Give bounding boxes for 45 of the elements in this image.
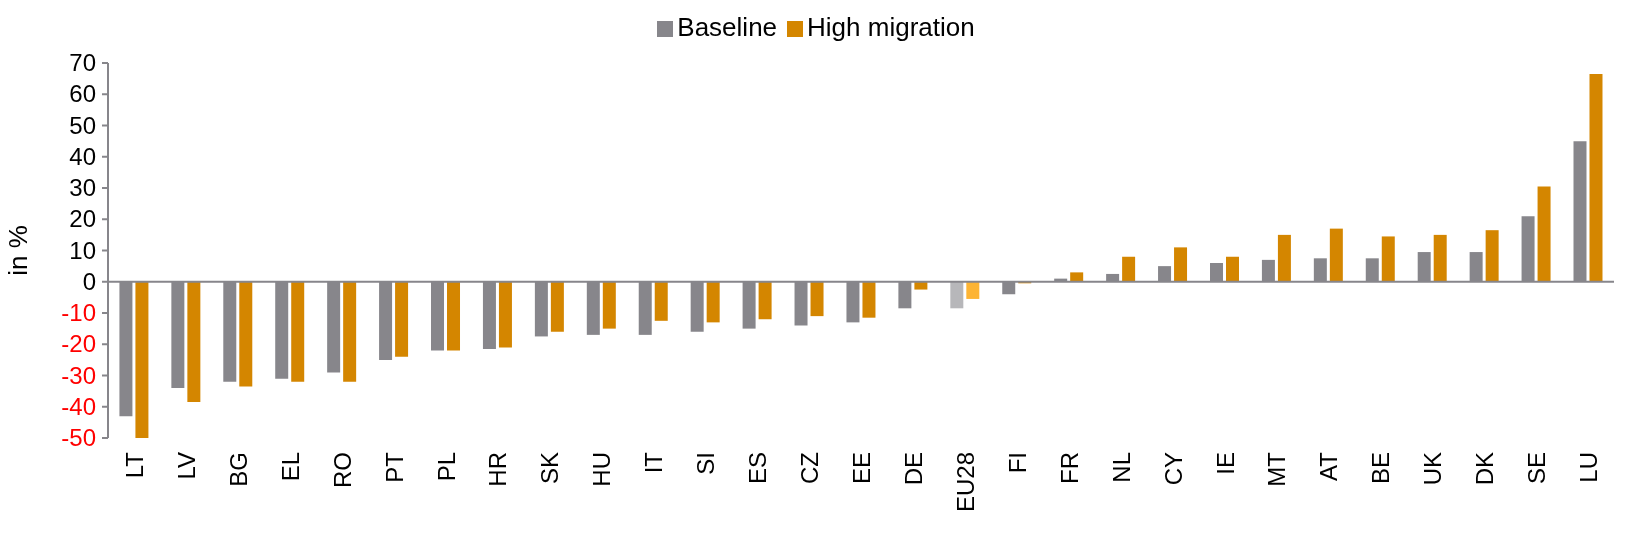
x-tick-label: FI: [1003, 452, 1031, 474]
x-tick-label: IE: [1211, 452, 1239, 475]
x-tick-label: PT: [380, 451, 408, 483]
x-tick-label: SI: [692, 452, 720, 475]
x-tick-label: HR: [484, 452, 512, 487]
x-tick-label: IT: [640, 451, 668, 474]
x-tick-label: PL: [432, 452, 460, 482]
x-tick-label: SK: [536, 452, 564, 485]
x-tick-label: BG: [224, 452, 252, 487]
x-tick-label: EE: [848, 452, 875, 485]
y-tick-label: 70: [69, 49, 96, 76]
x-tick-label: LT: [120, 451, 148, 479]
x-tick-label: DK: [1471, 452, 1499, 486]
x-tick-label: LV: [172, 452, 200, 480]
x-tick-label: ES: [744, 452, 772, 485]
x-tick-label: RO: [328, 452, 356, 488]
y-tick-label: -50: [61, 424, 96, 451]
x-tick-label: LU: [1575, 452, 1603, 483]
y-tick-label: -10: [61, 299, 96, 326]
y-tick-label: 10: [69, 236, 96, 264]
x-tick-label: CZ: [796, 452, 824, 484]
x-tick-label: HU: [588, 452, 616, 487]
y-tick-label: -20: [61, 330, 96, 358]
x-tick-label: AT: [1315, 451, 1343, 481]
x-tick-label: CY: [1159, 452, 1187, 486]
y-tick-label: 50: [69, 111, 96, 139]
y-tick-label: 0: [82, 267, 96, 295]
x-tick-label: NL: [1107, 452, 1135, 483]
y-tick-label: -40: [61, 392, 96, 420]
x-tick-label: EU28: [951, 452, 979, 513]
x-tick-label: BE: [1367, 452, 1395, 485]
x-tick-label: MT: [1263, 451, 1291, 487]
y-tick-label: -30: [61, 361, 96, 389]
legend-label: High migration: [807, 12, 975, 42]
x-tick-label: FR: [1055, 452, 1083, 484]
x-tick-label: SE: [1523, 452, 1551, 485]
x-tick-label: EL: [276, 452, 304, 482]
legend-label: Baseline: [677, 12, 778, 42]
y-axis-title: in %: [3, 225, 34, 276]
x-tick-label: UK: [1419, 452, 1447, 486]
x-tick-label: DE: [899, 452, 927, 486]
y-tick-label: 30: [69, 174, 96, 201]
y-tick-label: 60: [69, 80, 96, 108]
y-tick-label: 40: [69, 142, 96, 170]
y-tick-label: 20: [69, 205, 96, 233]
